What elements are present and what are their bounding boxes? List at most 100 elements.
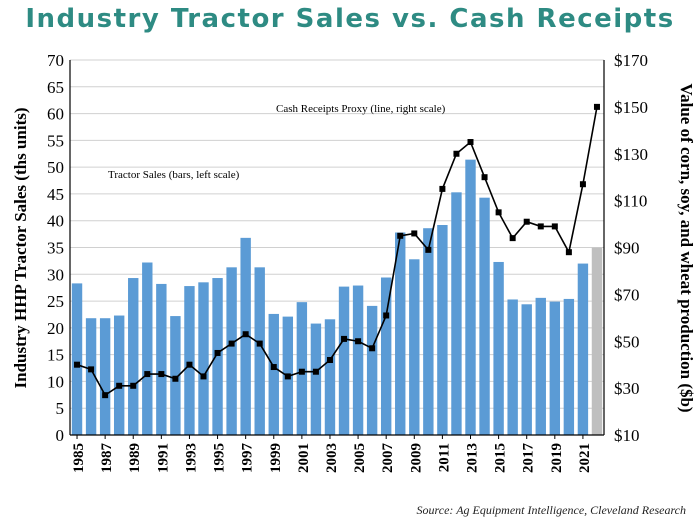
bar: [85, 318, 97, 435]
right-tick-label: $50: [614, 332, 640, 351]
line-point: [214, 349, 221, 356]
bar: [128, 278, 139, 435]
left-axis-label: Industry HHP Tractor Sales (ths units): [11, 107, 30, 388]
left-tick-label: 0: [56, 426, 65, 445]
right-tick-label: $130: [614, 145, 648, 164]
bar: [549, 301, 561, 435]
bar: [423, 228, 434, 435]
line-point: [439, 185, 446, 192]
line-point: [312, 368, 319, 375]
left-tick-label: 10: [47, 372, 64, 391]
axes: [69, 60, 605, 436]
line-point: [523, 218, 530, 225]
left-tick-label: 55: [47, 131, 64, 150]
left-tick-label: 50: [47, 158, 64, 177]
bar: [380, 277, 392, 435]
line-point: [284, 373, 291, 380]
line-point: [341, 335, 348, 342]
line-point: [158, 371, 165, 378]
bar: [591, 247, 603, 435]
left-tick-label: 70: [47, 51, 64, 70]
bar: [521, 304, 532, 435]
right-axis-label: Value of corn, soy, and wheat production…: [677, 83, 696, 412]
bar: [338, 286, 350, 435]
x-tick-label: 2013: [465, 443, 481, 473]
x-tick-label: 1989: [127, 443, 143, 473]
legend-bar-series: Tractor Sales (bars, left scale): [108, 169, 240, 181]
line-point: [116, 382, 123, 389]
line-point: [130, 382, 137, 389]
line-point: [551, 223, 558, 230]
line-point: [397, 232, 404, 239]
line-point: [88, 366, 95, 373]
x-tick-label: 1997: [240, 443, 256, 474]
x-tick-label: 1985: [71, 443, 87, 473]
line-point: [509, 235, 516, 242]
left-tick-label: 65: [47, 78, 64, 97]
line-point: [102, 392, 109, 399]
bar: [409, 259, 420, 435]
source-note: Source: Ag Equipment Intelligence, Cleve…: [416, 503, 686, 517]
line-point: [242, 331, 249, 338]
x-axis-ticks: 1985 1987 1989 1991 1993 1995 1997 1999 2001 2003…: [71, 435, 593, 473]
bar: [170, 316, 181, 435]
line-point: [298, 368, 305, 375]
bar: [395, 232, 406, 435]
x-tick-label: 2003: [324, 443, 340, 473]
left-tick-label: 25: [47, 292, 64, 311]
bar: [198, 282, 209, 435]
left-tick-label: 35: [47, 239, 64, 258]
x-tick-label: 1991: [155, 443, 171, 473]
left-tick-label: 30: [47, 265, 64, 284]
right-tick-label: $90: [614, 239, 640, 258]
bar: [437, 225, 448, 435]
left-tick-label: 45: [47, 185, 64, 204]
x-tick-label: 2017: [521, 443, 537, 474]
bar: [99, 318, 111, 435]
line-point: [355, 338, 362, 345]
line-point: [383, 312, 390, 319]
left-axis-ticks: 0 5 10 15 20 25 30 35 40 45 50 55 60 65 70: [47, 51, 64, 445]
right-tick-label: $70: [614, 285, 640, 304]
line-point: [74, 361, 81, 368]
line-point: [326, 357, 333, 363]
bar: [71, 283, 83, 435]
x-tick-label: 1995: [212, 443, 228, 473]
bar-series: [71, 159, 603, 435]
right-tick-label: $170: [614, 51, 648, 70]
line-point: [537, 223, 544, 230]
bar: [507, 299, 518, 435]
bar: [563, 298, 575, 435]
bar: [324, 319, 336, 435]
x-tick-label: 1987: [99, 443, 115, 474]
bar: [535, 297, 546, 435]
bar: [184, 286, 195, 435]
line-point: [172, 375, 179, 382]
left-tick-label: 15: [47, 346, 64, 365]
bar: [268, 313, 279, 435]
cash-receipts-line: [76, 106, 598, 397]
line-point: [495, 209, 502, 216]
bar: [226, 267, 237, 435]
x-tick-label: 2019: [549, 443, 565, 473]
x-tick-label: 1999: [268, 443, 284, 473]
bar: [212, 278, 223, 435]
bar: [142, 262, 153, 435]
line-point: [481, 174, 488, 181]
line-point: [579, 181, 586, 188]
bar: [366, 305, 378, 435]
line-series: [74, 103, 600, 399]
right-tick-label: $30: [614, 379, 640, 398]
line-point: [453, 150, 460, 157]
line-point: [411, 230, 418, 237]
left-tick-label: 20: [47, 319, 64, 338]
right-tick-label: $150: [614, 98, 648, 117]
line-point: [186, 361, 193, 368]
line-point: [144, 371, 151, 378]
x-tick-label: 2011: [436, 443, 452, 472]
x-tick-label: 1993: [183, 443, 199, 473]
bar: [113, 315, 125, 435]
bar: [493, 261, 504, 435]
